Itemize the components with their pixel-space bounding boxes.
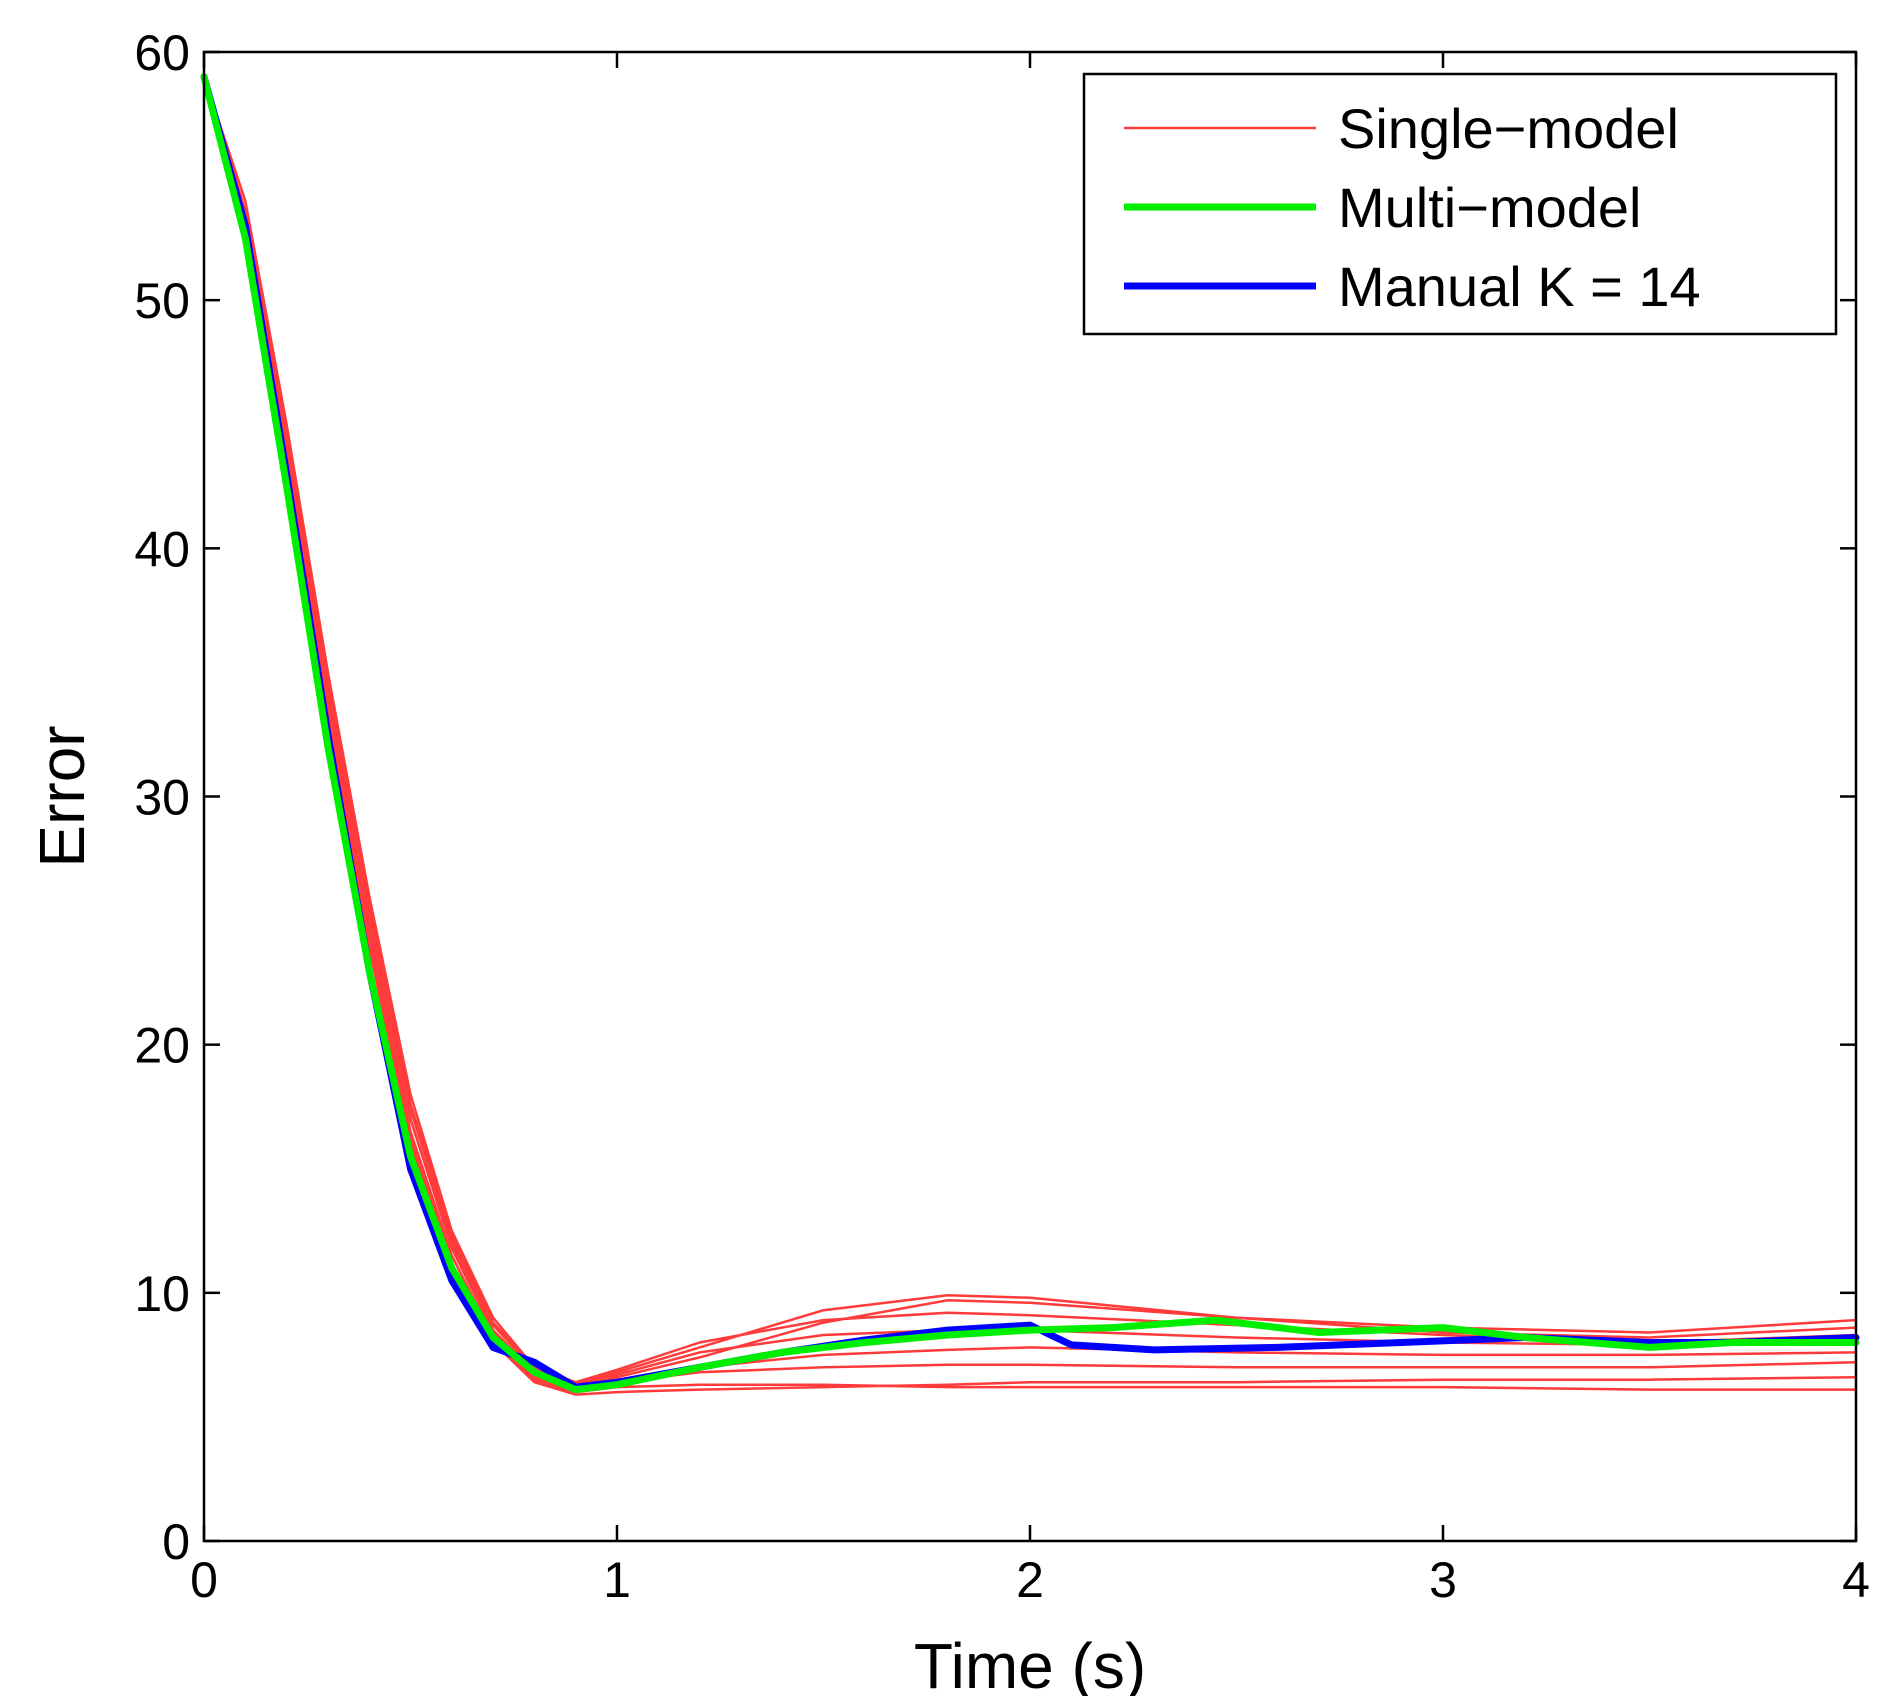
x-tick-label: 4: [1842, 1552, 1870, 1608]
y-tick-label: 30: [134, 770, 190, 826]
legend-label-multi-model: Multi−model: [1338, 176, 1641, 239]
y-tick-label: 0: [162, 1514, 190, 1570]
series-lines: [200, 73, 1860, 1396]
x-tick-label: 1: [603, 1552, 631, 1608]
series-line-multi-model-0: [200, 73, 1860, 1394]
legend: Single−model Multi−model Manual K = 14: [1082, 72, 1838, 336]
legend-label-single-model: Single−model: [1338, 97, 1679, 160]
x-tick-label: 2: [1016, 1552, 1044, 1608]
x-axis-label: Time (s): [914, 1630, 1146, 1696]
y-tick-label: 20: [134, 1018, 190, 1074]
y-axis-label: Error: [26, 725, 98, 867]
y-tick-label: 40: [134, 521, 190, 577]
y-tick-label: 10: [134, 1266, 190, 1322]
x-tick-label: 0: [190, 1552, 218, 1608]
x-tick-label: 3: [1429, 1552, 1457, 1608]
legend-label-manual-k: Manual K = 14: [1338, 255, 1701, 318]
y-tick-label: 60: [134, 25, 190, 81]
y-tick-label: 50: [134, 273, 190, 329]
